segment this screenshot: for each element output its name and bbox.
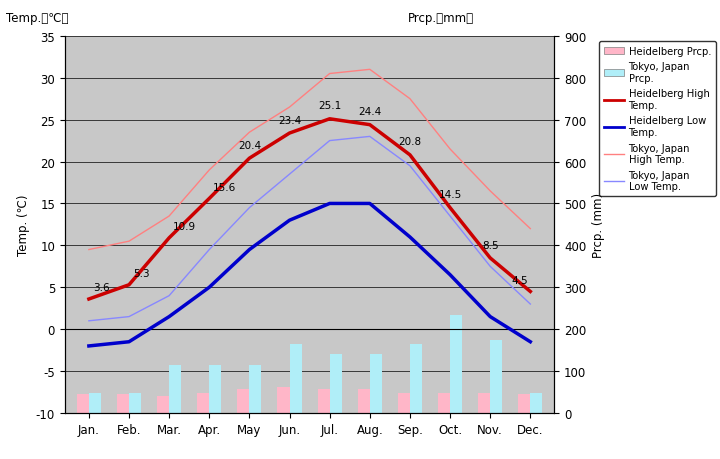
Legend: Heidelberg Prcp., Tokyo, Japan
Prcp., Heidelberg High
Temp., Heidelberg Low
Temp: Heidelberg Prcp., Tokyo, Japan Prcp., He… — [598, 42, 716, 197]
Bar — [490, 340, 503, 413]
Text: 14.5: 14.5 — [438, 190, 462, 200]
Bar — [289, 344, 302, 413]
Text: 20.8: 20.8 — [398, 137, 421, 147]
Bar — [518, 394, 531, 413]
Bar — [129, 393, 141, 413]
Bar — [330, 354, 342, 413]
Text: 5.3: 5.3 — [133, 269, 150, 279]
Text: 25.1: 25.1 — [318, 101, 341, 111]
Bar — [318, 389, 330, 413]
Text: Temp.（℃）: Temp.（℃） — [6, 12, 68, 25]
Bar — [238, 389, 249, 413]
Text: 15.6: 15.6 — [213, 182, 237, 192]
Bar — [410, 344, 422, 413]
Text: 24.4: 24.4 — [358, 107, 382, 117]
Text: Prcp.（mm）: Prcp.（mm） — [408, 12, 474, 25]
Bar — [157, 397, 169, 413]
Bar — [358, 389, 370, 413]
Text: 3.6: 3.6 — [93, 283, 109, 293]
Text: 20.4: 20.4 — [238, 140, 261, 151]
Bar — [197, 393, 210, 413]
Bar — [438, 393, 450, 413]
Text: 8.5: 8.5 — [482, 240, 498, 250]
Bar — [398, 393, 410, 413]
Bar — [117, 394, 129, 413]
Text: 4.5: 4.5 — [512, 275, 528, 285]
Bar — [249, 365, 261, 413]
Bar — [77, 394, 89, 413]
Text: 10.9: 10.9 — [173, 222, 197, 232]
Text: 23.4: 23.4 — [278, 115, 301, 125]
Bar — [169, 365, 181, 413]
Bar — [531, 393, 542, 413]
Bar — [370, 354, 382, 413]
Bar — [277, 387, 289, 413]
Y-axis label: Prcp. (mm): Prcp. (mm) — [592, 192, 605, 257]
Bar — [89, 393, 101, 413]
Bar — [210, 365, 221, 413]
Y-axis label: Temp. (℃): Temp. (℃) — [17, 194, 30, 256]
Bar — [450, 315, 462, 413]
Bar — [478, 393, 490, 413]
